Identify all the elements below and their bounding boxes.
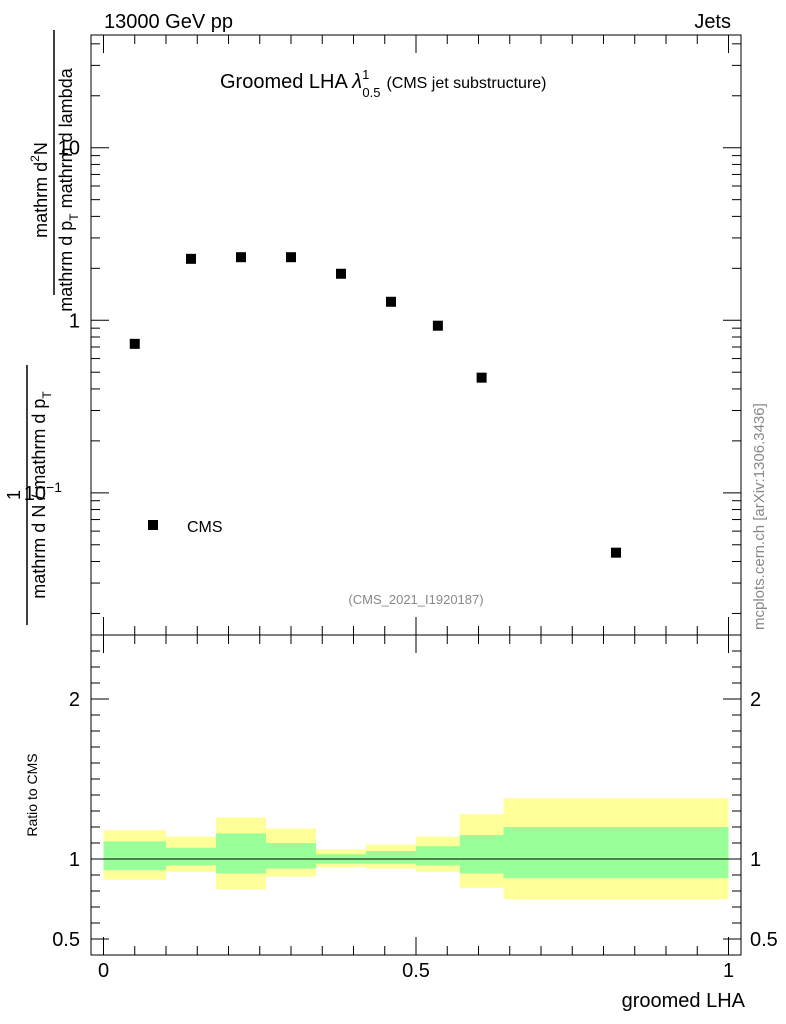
cms-data-point — [186, 253, 196, 264]
ratio-axis-ticks — [91, 635, 741, 955]
cms-data-point — [386, 296, 396, 307]
ratio-y-tick-label-left: 0.5 — [52, 929, 80, 951]
main-y-axis-label: mathrm d2N mathrm d pT mathrm d lambda 1… — [4, 30, 81, 625]
main-plot-frame — [90, 34, 742, 636]
x-axis-label: groomed LHA — [622, 990, 746, 1012]
cms-data-point — [286, 252, 296, 263]
ratio-plot-frame — [90, 634, 742, 956]
ratio-y-tick-label-right: 1 — [750, 849, 761, 871]
ratio-band-green — [366, 851, 416, 864]
legend-cms-marker — [148, 520, 158, 530]
ratio-uncertainty-bands — [103, 798, 729, 899]
ratio-y-axis-label: Ratio to CMS — [24, 753, 40, 836]
cms-data-point — [336, 268, 346, 279]
ratio-plot-panel: 0.5 0.5 1 1 2 2 0 0.5 1 Ratio to CMS groomed LHA — [24, 634, 778, 1012]
ratio-band-green — [416, 846, 460, 866]
ratio-tick-labels: 0.5 0.5 1 1 2 2 0 0.5 1 — [52, 689, 778, 982]
ylabel-inner-numerator: mathrm d2N — [28, 142, 51, 238]
energy-label: 13000 GeV pp — [104, 11, 233, 33]
cms-data-point — [611, 547, 621, 558]
main-axis-ticks — [91, 35, 741, 635]
ratio-y-tick-label-left: 2 — [69, 689, 80, 711]
x-tick-label: 0 — [98, 960, 109, 982]
ylabel-inner-denominator: mathrm d pT mathrm d lambda — [56, 67, 81, 311]
ratio-y-tick-label-right: 2 — [750, 689, 761, 711]
main-y-tick-labels: 10−1 1 10 — [24, 138, 80, 505]
ylabel-outer-numerator: 1 — [4, 490, 24, 500]
analysis-watermark: (CMS_2021_I1920187) — [348, 592, 483, 607]
ratio-y-tick-label-left: 1 — [69, 849, 80, 871]
main-plot-panel: 10−1 1 10 Groomed LHA λ1 0.5(CMS jet substr… — [24, 34, 742, 636]
main-y-tick-label: 10 — [58, 138, 80, 160]
ratio-band-green — [216, 833, 266, 874]
cms-data-points — [129, 252, 621, 558]
x-tick-label: 1 — [723, 960, 734, 982]
main-y-tick-label: 1 — [69, 310, 80, 332]
process-label: Jets — [694, 11, 731, 33]
ratio-band-green — [103, 841, 166, 871]
ratio-y-tick-label-right: 0.5 — [750, 929, 778, 951]
ratio-band-green — [503, 827, 729, 879]
cms-data-point — [236, 252, 246, 263]
cms-data-point — [432, 320, 443, 331]
ratio-band-green — [459, 835, 504, 874]
cms-data-point — [129, 338, 140, 349]
mcplots-credit: mcplots.cern.ch [arXiv:1306.3436] — [751, 403, 768, 630]
legend-cms-label: CMS — [187, 519, 223, 536]
x-tick-label: 0.5 — [402, 960, 430, 982]
cms-data-point — [476, 372, 487, 383]
ratio-band-green — [266, 843, 316, 869]
ylabel-outer-denominator: mathrm d N / mathrm d pT — [29, 391, 54, 599]
plot-title: Groomed LHA λ1 0.5(CMS jet substructure) — [220, 67, 547, 100]
ratio-band-green — [166, 847, 216, 866]
main-y-tick-label: 10−1 — [24, 479, 62, 505]
